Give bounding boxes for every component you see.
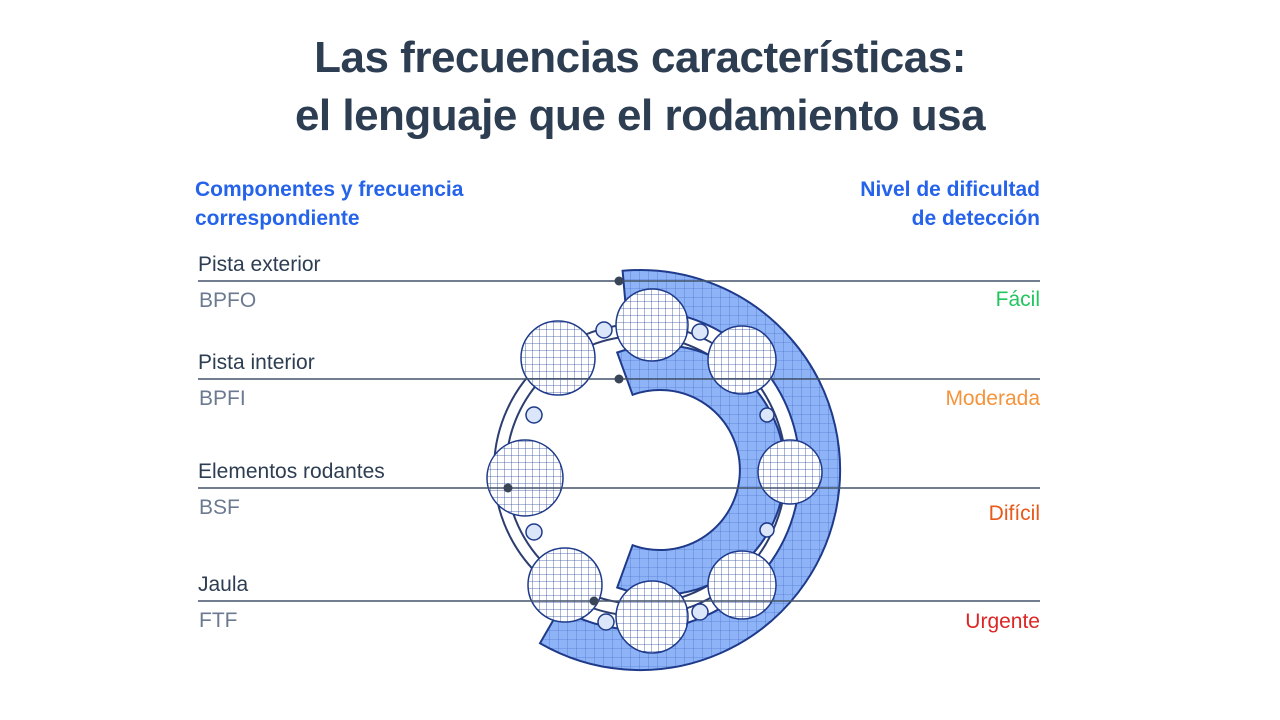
pointer-dot bbox=[503, 483, 513, 493]
pointer-dot bbox=[589, 596, 599, 606]
component-label: Elementos rodantes bbox=[198, 460, 385, 483]
left-header: correspondiente bbox=[195, 207, 360, 230]
frequency-code: BPFO bbox=[199, 289, 256, 312]
title-line: el lenguaje que el rodamiento usa bbox=[295, 91, 986, 140]
rows: Pista exterior BPFO Fácil Pista interior BPF… bbox=[198, 253, 1040, 633]
component-label: Pista interior bbox=[198, 351, 315, 374]
pointer-dot bbox=[614, 374, 624, 384]
frequency-code: BPFI bbox=[199, 387, 246, 410]
difficulty-label: Urgente bbox=[965, 610, 1040, 633]
frequency-code: BSF bbox=[199, 496, 240, 519]
difficulty-label: Difícil bbox=[989, 502, 1040, 525]
component-label: Pista exterior bbox=[198, 253, 321, 276]
right-header: Nivel de dificultad bbox=[860, 178, 1040, 201]
frequency-code: FTF bbox=[199, 609, 237, 632]
difficulty-label: Moderada bbox=[945, 387, 1040, 410]
title-line: Las frecuencias características: bbox=[314, 33, 966, 82]
left-header: Componentes y frecuencia bbox=[195, 178, 464, 201]
component-label: Jaula bbox=[198, 573, 249, 596]
difficulty-label: Fácil bbox=[996, 288, 1040, 311]
right-header: de detección bbox=[912, 207, 1040, 230]
pointer-dot bbox=[614, 276, 624, 286]
bearing-illustration bbox=[486, 269, 842, 672]
